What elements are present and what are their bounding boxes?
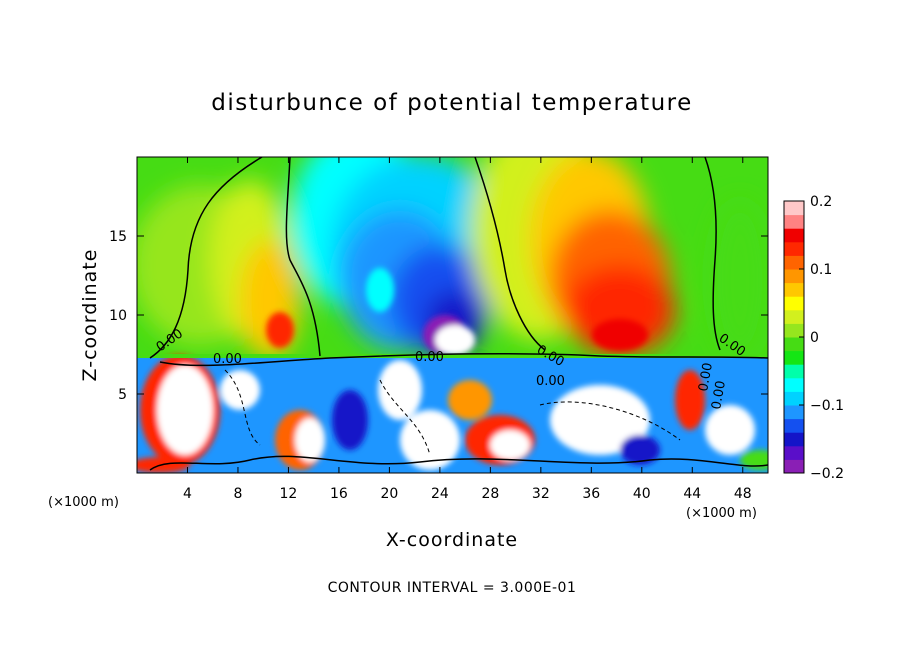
x-tick-label: 4 (183, 486, 192, 502)
colorbar-swatch (784, 323, 804, 338)
x-tick-label: 24 (431, 486, 449, 502)
x-tick-label: 12 (280, 486, 298, 502)
colorbar-swatch (784, 364, 804, 379)
x-tick-label: 32 (532, 486, 550, 502)
x-tick-label: 28 (481, 486, 499, 502)
colorbar-swatch (784, 214, 804, 229)
colorbar-swatch (784, 337, 804, 352)
colorbar-tick-label: −0.2 (810, 466, 844, 482)
colorbar-tick-label: 0.2 (810, 194, 832, 210)
heatmap-field: 0.00 0.00 0.00 0.00 0.00 0.00 0.00 0.00 (137, 157, 768, 473)
x-tick-label: 40 (633, 486, 651, 502)
chart-title: disturbunce of potential temperature (211, 90, 693, 116)
plot-area: 0.00 0.00 0.00 0.00 0.00 0.00 0.00 0.00 … (109, 156, 769, 502)
colorbar-swatch (784, 350, 804, 365)
x-tick-label: 48 (734, 486, 752, 502)
colorbar-swatch (784, 418, 804, 433)
x-tick-label: 8 (233, 486, 242, 502)
colorbar-swatch (784, 445, 804, 460)
colorbar-swatch (784, 201, 804, 216)
colorbar-swatch (784, 432, 804, 447)
colorbar-tick-label: 0 (810, 330, 819, 346)
contour-label: 0.00 (536, 374, 565, 389)
colorbar-ticks: 0.2 0.1 0 −0.1 −0.2 (799, 194, 844, 482)
colorbar-swatch (784, 241, 804, 256)
y-tick-label: 15 (109, 229, 127, 245)
colorbar-swatch (784, 296, 804, 311)
y-tick-label: 5 (118, 387, 127, 403)
colorbar-tick-label: 0.1 (810, 262, 832, 278)
colorbar-swatch (784, 405, 804, 420)
colorbar-swatch (784, 269, 804, 284)
colorbar-swatch (784, 391, 804, 406)
x-tick-label: 44 (683, 486, 701, 502)
contour-label: 0.00 (709, 380, 729, 411)
contour-label: 0.00 (213, 352, 242, 367)
x-axis-label: X-coordinate (386, 529, 518, 551)
x-tick-label: 36 (582, 486, 600, 502)
colorbar-swatch (784, 377, 804, 392)
x-tick-label: 20 (380, 486, 398, 502)
y-axis-label: Z-coordinate (79, 249, 101, 382)
contour-interval-note: CONTOUR INTERVAL = 3.000E-01 (328, 580, 577, 596)
colorbar-swatch (784, 459, 804, 474)
y-tick-label: 10 (109, 308, 127, 324)
colorbar-tick-label: −0.1 (810, 398, 844, 414)
x-unit-label-left: (×1000 m) (48, 495, 119, 510)
x-unit-label-right: (×1000 m) (686, 506, 757, 521)
colorbar (783, 200, 805, 474)
x-axis-ticks: 4 8 12 16 20 24 28 32 36 40 44 48 (183, 157, 752, 502)
y-axis-ticks: 5 10 15 (109, 229, 768, 403)
contour-label: 0.00 (696, 362, 716, 393)
colorbar-swatch (784, 228, 804, 243)
contour-label: 0.00 (415, 350, 444, 365)
x-tick-label: 16 (330, 486, 348, 502)
colorbar-swatch (784, 309, 804, 324)
colorbar-swatch (784, 282, 804, 297)
colorbar-swatch (784, 255, 804, 270)
